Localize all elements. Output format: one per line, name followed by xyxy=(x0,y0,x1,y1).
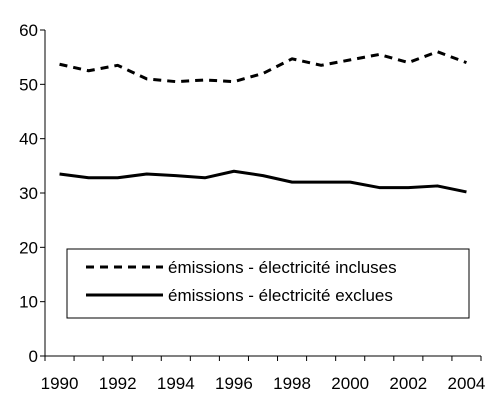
y-tick-label: 0 xyxy=(29,347,38,366)
x-tick-label: 1998 xyxy=(273,374,311,393)
legend: émissions - électricité incluses émissio… xyxy=(66,248,470,319)
y-tick-label: 40 xyxy=(19,130,38,149)
x-tick-labels: 1990 1992 1994 1996 1998 2000 2002 2004 xyxy=(41,374,486,393)
y-tick-label: 30 xyxy=(19,184,38,203)
series-lines xyxy=(59,50,467,194)
x-tick-label: 2004 xyxy=(448,374,486,393)
x-tick-label: 1996 xyxy=(215,374,253,393)
axes xyxy=(40,29,482,361)
x-tick-label: 2000 xyxy=(331,374,369,393)
y-tick-label: 50 xyxy=(19,75,38,94)
legend-box xyxy=(66,248,470,319)
y-tick-label: 10 xyxy=(19,293,38,312)
series-line-exclues xyxy=(59,169,467,194)
x-tick-label: 1990 xyxy=(41,374,79,393)
legend-label-exclues: émissions - électricité exclues xyxy=(168,286,393,305)
x-tick-label: 2002 xyxy=(389,374,427,393)
y-tick-label: 20 xyxy=(19,238,38,257)
series-line-incluses xyxy=(59,50,467,84)
legend-label-incluses: émissions - électricité incluses xyxy=(168,258,397,277)
y-tick-labels: 0 10 20 30 40 50 60 xyxy=(19,21,38,366)
x-tick-label: 1992 xyxy=(99,374,137,393)
y-tick-label: 60 xyxy=(19,21,38,40)
x-tick-label: 1994 xyxy=(157,374,195,393)
